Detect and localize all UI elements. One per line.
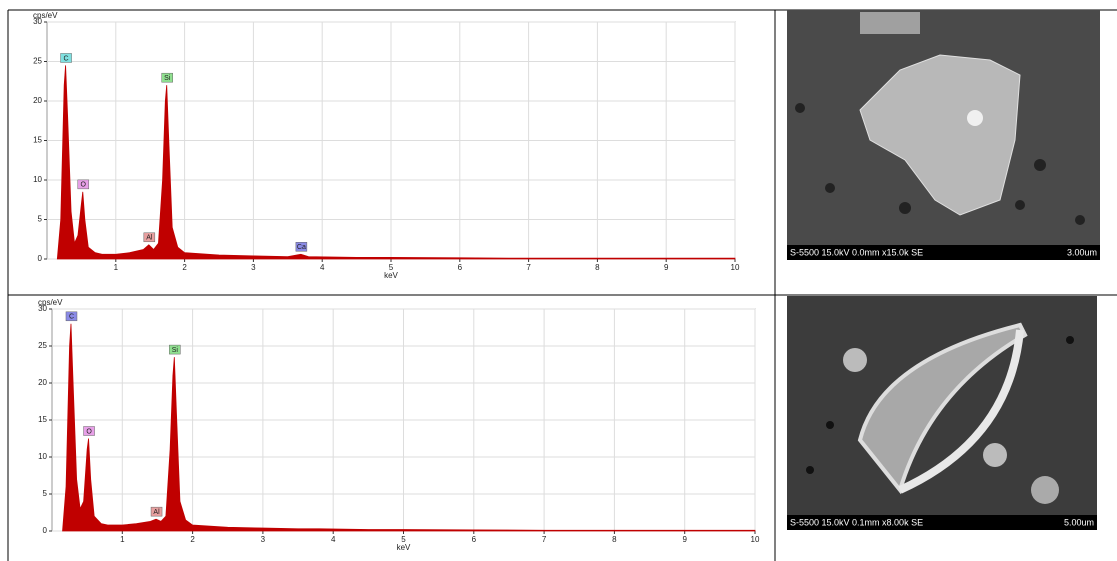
y-tick-label: 5 [38,215,43,224]
peak-label-box [150,506,163,517]
x-tick-label: 9 [664,263,669,272]
y-tick-label: 15 [33,136,42,145]
spectrum [62,323,756,532]
x-tick-label: 2 [190,535,195,544]
peak-label: C [64,55,69,62]
peak-label-box [295,242,308,252]
y-tick-label: 10 [33,175,42,184]
x-tick-label: 8 [595,263,600,272]
image-scale: 3.00um [1067,247,1097,257]
x-tick-label: 9 [682,535,687,544]
x-tick-label: 7 [542,535,547,544]
peak-label: Si [164,75,171,82]
peak-label: Ca [297,244,306,251]
x-tick-label: 5 [401,535,406,544]
x-tick-label: 6 [458,263,463,272]
y-tick-label: 30 [38,304,47,313]
image-caption: S-5500 15.0kV 0.0mm x15.0k SE [790,247,923,257]
y-tick-label: 25 [38,341,47,350]
y-tick-label: 20 [38,378,47,387]
peak-label: Al [146,235,153,242]
x-tick-label: 1 [120,535,125,544]
y-tick-label: 0 [43,526,48,535]
peak-label-box [169,344,181,355]
x-tick-label: 2 [182,263,187,272]
y-tick-label: 5 [43,489,48,498]
y-tick-label: 20 [33,96,42,105]
y-tick-label: 10 [38,452,47,461]
x-tick-label: 3 [261,535,266,544]
peak-label-box [65,311,78,322]
x-tick-label: 10 [731,263,740,272]
y-tick-label: 15 [38,415,47,424]
peak-label-box [161,72,173,83]
y-tick-label: 25 [33,57,42,66]
image-scale: 5.00um [1064,517,1094,527]
x-tick-label: 8 [612,535,617,544]
peak-label-box [83,426,95,436]
peak-label-box [143,232,156,243]
x-tick-label: 10 [751,535,760,544]
spectrum [56,65,736,260]
peak-label: C [69,314,74,321]
peak-label: O [81,182,87,189]
x-tick-label: 7 [526,263,531,272]
x-tick-label: 3 [251,263,256,272]
y-axis-label: cps/eV [38,298,63,307]
y-tick-label: 30 [33,17,42,26]
peak-label: O [86,428,92,435]
x-tick-label: 4 [331,535,336,544]
x-tick-label: 1 [114,263,119,272]
peak-label: Si [172,347,179,354]
x-tick-label: 4 [320,263,325,272]
image-caption: S-5500 15.0kV 0.1mm x8.00k SE [790,517,923,527]
x-axis-label: keV [397,543,411,552]
sem-image [787,296,1097,530]
peak-label-box [60,53,72,63]
y-axis-label: cps/eV [33,11,58,20]
x-axis-label: keV [384,271,398,280]
peak-label-box [77,179,90,190]
sem-image [787,10,1100,260]
peak-label: Al [153,509,160,516]
x-tick-label: 5 [389,263,394,272]
y-tick-label: 0 [38,254,43,263]
x-tick-label: 6 [472,535,477,544]
